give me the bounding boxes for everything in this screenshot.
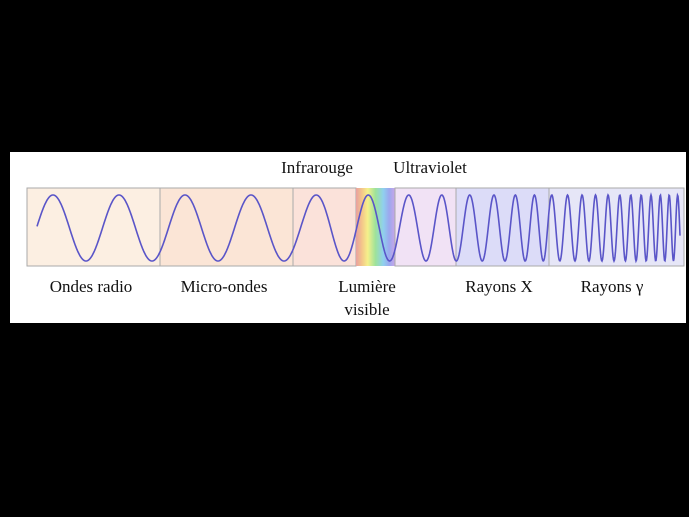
band-visible	[356, 188, 395, 266]
bottom-label: Ondes radio	[50, 277, 133, 296]
bottom-label: Rayons X	[465, 277, 533, 296]
top-label: Infrarouge	[281, 158, 353, 177]
spectrum-bands	[26, 187, 685, 267]
band-ultraviolet	[394, 187, 457, 267]
bottom-label: Micro-ondes	[181, 277, 268, 296]
band-infrared	[292, 187, 357, 267]
top-label: Ultraviolet	[393, 158, 467, 177]
bottom-label: Rayons γ	[581, 277, 644, 296]
wave	[36, 192, 681, 264]
bottom-label: Lumière	[338, 277, 396, 296]
bottom-label: visible	[344, 300, 389, 319]
